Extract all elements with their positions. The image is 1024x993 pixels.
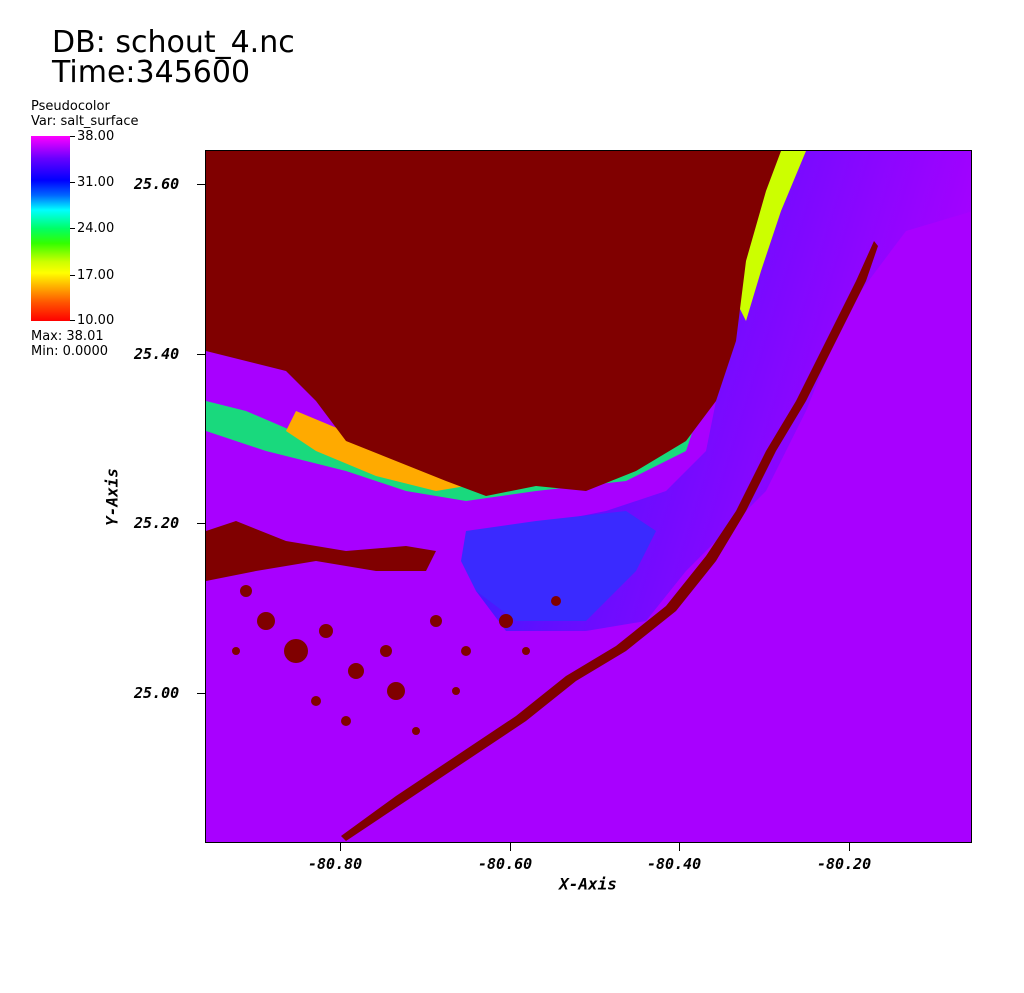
legend-colorbar [31,136,70,321]
map-plot [205,150,972,843]
mainland [206,151,781,496]
legend-tick-mark [70,136,75,137]
y-tick-mark [197,693,205,694]
y-tick-mark [197,184,205,185]
legend-min: Min: 0.0000 [31,344,109,359]
bay-islands [232,585,561,735]
y-tick-label: 25.60 [134,175,180,193]
y-tick-label: 25.40 [134,345,180,363]
bay-water [461,511,656,621]
legend-tick-label: 17.00 [77,268,115,283]
x-axis-title: X-Axis [559,874,617,894]
salinity-map [206,151,971,842]
legend-tick-mark [70,320,75,321]
x-tick-mark [849,843,850,851]
legend-var: Var: salt_surface [31,114,139,129]
x-tick-mark [510,843,511,851]
y-tick-mark [197,523,205,524]
legend-tick-label: 24.00 [77,221,115,236]
x-tick-mark [679,843,680,851]
db-title: DB: schout_4.nc [52,25,295,60]
x-tick-mark [340,843,341,851]
legend-tick-label: 10.00 [77,313,115,328]
legend-plot-type: Pseudocolor [31,99,110,114]
y-tick-label: 25.00 [134,684,180,702]
legend-tick-label: 38.00 [77,129,115,144]
legend-tick-mark [70,228,75,229]
legend-max: Max: 38.01 [31,329,104,344]
cape-sable [206,521,436,581]
y-axis-title: Y-Axis [102,468,122,526]
x-tick-label: -80.20 [817,855,872,873]
legend-tick-label: 31.00 [77,175,115,190]
x-tick-label: -80.40 [647,855,702,873]
y-tick-mark [197,354,205,355]
time-title: Time:345600 [52,55,251,90]
x-tick-label: -80.60 [478,855,533,873]
y-tick-label: 25.20 [134,514,180,532]
legend-tick-mark [70,275,75,276]
x-tick-label: -80.80 [308,855,363,873]
shelf-water [476,151,971,631]
legend-tick-mark [70,182,75,183]
